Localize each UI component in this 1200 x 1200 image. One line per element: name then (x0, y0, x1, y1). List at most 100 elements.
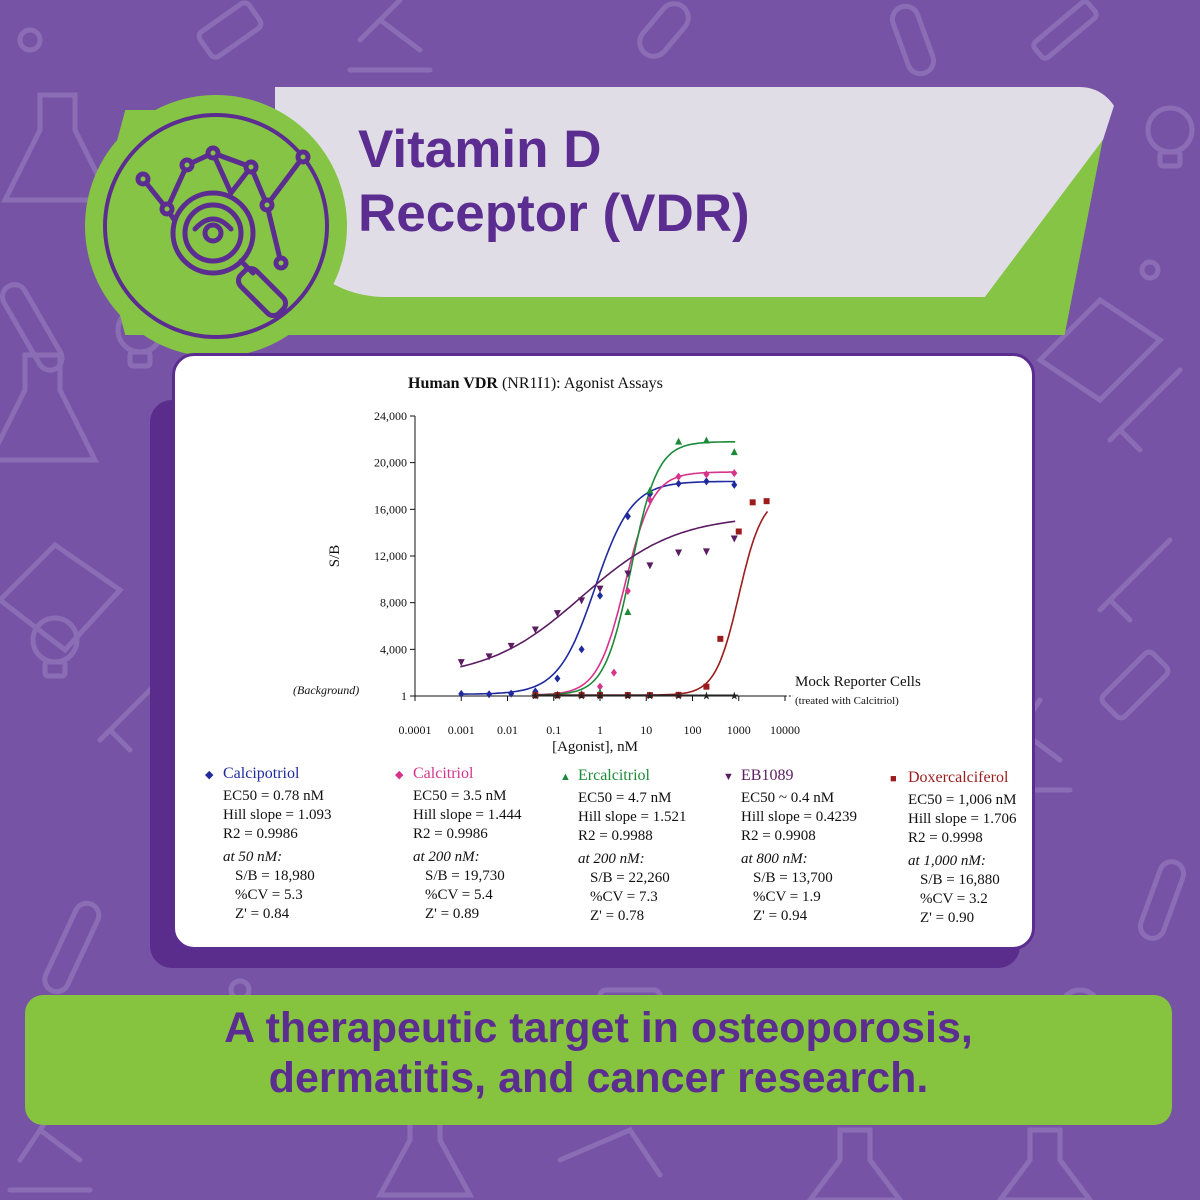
data-point (458, 689, 465, 698)
x-tick-label: 0.01 (497, 723, 518, 737)
data-point: ★ (645, 690, 655, 702)
data-point (646, 562, 654, 570)
data-point (532, 692, 539, 699)
data-point (703, 683, 710, 690)
fit-curve (460, 480, 736, 695)
x-tick-label: 10000 (770, 723, 800, 737)
data-point (703, 477, 710, 486)
mock-annotation-title: Mock Reporter Cells (795, 674, 921, 690)
legend-series-name: ◆ Calcitriol (395, 764, 521, 785)
legend-stat: EC50 = 4.7 nM (578, 790, 672, 806)
data-point (554, 692, 561, 699)
legend-stat: Hill slope = 1.444 (413, 807, 522, 823)
data-point (730, 448, 738, 456)
data-points: ★ ★ ★ ★ ★ ★ ★ ★ ★ (457, 436, 770, 702)
legend-stat: EC50 = 0.78 nM (223, 788, 324, 804)
legend-stat: EC50 = 3.5 nM (413, 788, 507, 804)
data-point (624, 512, 631, 521)
legend-series-name: ▲ Ercalcitriol (560, 766, 686, 787)
data-point (646, 496, 653, 505)
data-point (554, 674, 561, 683)
legend-series-label: Ercalcitriol (578, 767, 650, 784)
mock-annotation-subtitle: (treated with Calcitriol) (795, 695, 899, 707)
legend-entry: ■ Doxercalciferol EC50 = 1,006 nM Hill slop… (890, 768, 1016, 928)
data-point (763, 498, 770, 505)
data-point (702, 436, 710, 444)
data-point (735, 528, 742, 535)
data-point: ★ (701, 690, 711, 702)
legend-entry: ◆ Calcipotriol EC50 = 0.78 nM Hill slope = … (205, 764, 331, 924)
legend-series-label: Calcitriol (413, 765, 474, 782)
legend-stat: %CV = 5.3 (235, 887, 303, 903)
data-point (731, 469, 738, 478)
data-point (624, 570, 632, 578)
legend-stat: S/B = 22,260 (590, 870, 670, 886)
data-point (507, 642, 515, 650)
data-point (624, 692, 631, 699)
legend-stat: %CV = 1.9 (753, 889, 821, 905)
data-search-magnifier-icon (135, 145, 311, 319)
data-point: ★ (595, 690, 605, 702)
data-point (730, 535, 738, 543)
y-tick-label: 24,000 (374, 409, 407, 423)
data-point (702, 548, 710, 556)
tagline: A therapeutic target in osteoporosis, de… (25, 1003, 1172, 1103)
legend-series-label: Calcipotriol (223, 765, 300, 782)
tagline-line-1: A therapeutic target in osteoporosis, (224, 1004, 973, 1052)
legend-marker: ▼ (723, 771, 734, 783)
dose-response-chart: Human VDR (NR1I1): Agonist Assays 1 4,000… (293, 375, 921, 755)
y-tick-label: 12,000 (374, 549, 407, 563)
x-tick-label: 100 (684, 723, 702, 737)
data-point (675, 437, 683, 445)
light-bulb-doodle-icon (1145, 105, 1195, 155)
data-point (578, 692, 585, 699)
page-title: Vitamin D Receptor (VDR) (358, 118, 750, 246)
y-tick-label: 4,000 (380, 642, 407, 656)
data-point (578, 645, 585, 654)
data-point (610, 668, 617, 677)
legend-stat: Z' = 0.78 (590, 908, 645, 924)
legend-stat: at 200 nM: (413, 849, 480, 865)
legend-stat: at 200 nM: (578, 851, 645, 867)
legend-marker: ■ (890, 773, 897, 785)
x-axis-label: [Agonist], nM (552, 739, 638, 755)
data-point (457, 659, 465, 667)
y-tick-label: 16,000 (374, 502, 407, 516)
data-point (675, 549, 683, 557)
data-point (749, 499, 756, 506)
y-tick-label: 8,000 (380, 596, 407, 610)
legend-stat: Hill slope = 1.093 (223, 807, 332, 823)
legend-stat: at 50 nM: (223, 849, 283, 865)
data-point (578, 597, 586, 605)
background-label: (Background) (293, 683, 359, 697)
legend-stat: R2 = 0.9998 (908, 830, 983, 846)
tagline-bar (25, 995, 1172, 1125)
data-point (675, 472, 682, 481)
legend-stat: Z' = 0.84 (235, 906, 290, 922)
legend-stat: R2 = 0.9908 (741, 828, 816, 844)
legend-entry: ▼ EB1089 EC50 ~ 0.4 nM Hill slope = 0.4239 R… (723, 766, 857, 926)
legend-series-name: ■ Doxercalciferol (890, 768, 1016, 789)
chart-axes (410, 415, 794, 701)
x-tick-label: 1 (597, 723, 603, 737)
data-point: ★ (674, 690, 684, 702)
y-tick-label: 20,000 (374, 456, 407, 470)
legend-stat: Hill slope = 1.521 (578, 809, 687, 825)
y-axis-label: S/B (327, 545, 343, 568)
data-point (597, 591, 603, 600)
legend-stat: S/B = 13,700 (753, 870, 833, 886)
legend-stat: S/B = 18,980 (235, 868, 315, 884)
x-tick-label: 0.0001 (399, 723, 432, 737)
chart-title-bold: Human VDR (408, 375, 498, 392)
chart-card: Human VDR (NR1I1): Agonist Assays 1 4,000… (172, 353, 1035, 950)
legend-stat: %CV = 3.2 (920, 891, 988, 907)
legend-stat: Hill slope = 1.706 (908, 811, 1017, 827)
legend-series-name: ◆ Calcipotriol (205, 764, 331, 785)
flask-doodle-icon (806, 1127, 904, 1200)
title-line-2: Receptor (VDR) (358, 184, 750, 243)
x-tick-label: 0.1 (546, 723, 561, 737)
pipette-doodle-icon (1097, 537, 1173, 623)
chart-title: Human VDR (NR1I1): Agonist Assays (408, 375, 663, 392)
fit-curves (460, 441, 769, 697)
